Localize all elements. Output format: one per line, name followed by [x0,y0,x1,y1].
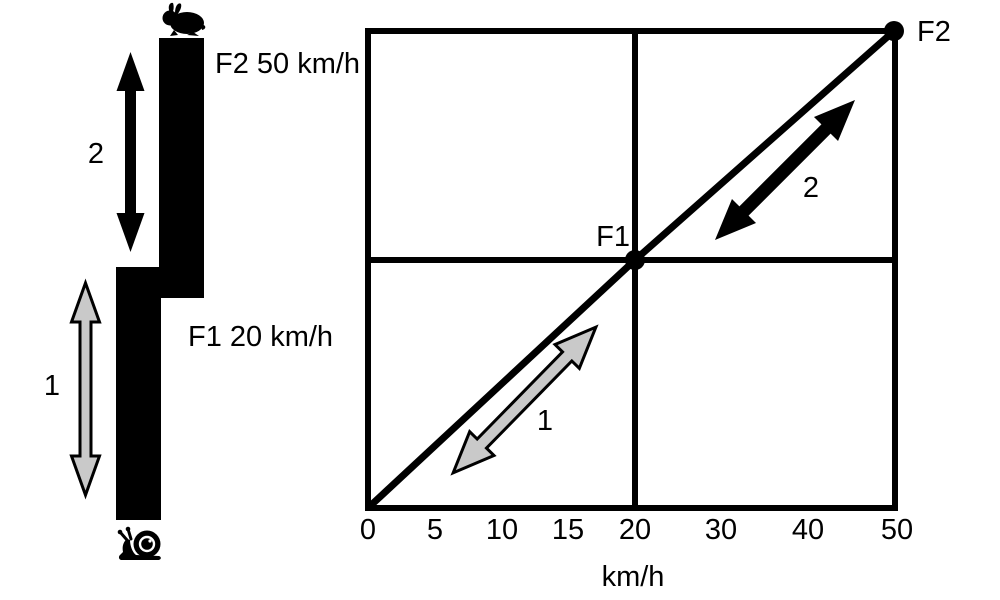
x-axis-tick-labels: 0 5 10 15 20 30 40 50 [360,514,913,546]
x-tick-50: 50 [881,514,913,546]
chart-range-1-label: 1 [537,405,553,437]
fader-diagram: F2 50 km/h F1 20 km/h 2 1 [44,2,360,560]
x-tick-40: 40 [792,514,824,546]
point-f2 [884,21,904,41]
fader-range-1-label: 1 [44,370,60,402]
fader-range-2-label: 2 [88,138,104,170]
fader-bar-upper [159,38,204,298]
fader-f1-speed-label: F1 20 km/h [188,321,333,353]
chart-border [365,28,898,511]
x-axis-unit-label: km/h [602,561,665,593]
chart-range-1-arrow [450,324,599,476]
point-f2-label: F2 [917,16,951,48]
x-tick-20: 20 [619,514,651,546]
speed-mapping-line [365,28,897,511]
point-f1-label: F1 [596,221,630,253]
fader-range-1-arrow [69,278,102,500]
x-tick-15: 15 [552,514,584,546]
x-tick-5: 5 [427,514,443,546]
fader-f2-speed-label: F2 50 km/h [215,48,360,80]
fader-range-2-arrow [116,52,145,252]
fader-bar-lower [116,267,161,520]
rabbit-icon [162,2,206,36]
speed-chart: F1 F2 1 2 0 5 10 15 20 30 40 50 km/h [360,16,951,593]
x-tick-10: 10 [486,514,518,546]
snail-icon [117,526,161,560]
x-tick-0: 0 [360,514,376,546]
chart-range-2-arrow [714,99,856,241]
chart-range-2-label: 2 [803,172,819,204]
x-tick-30: 30 [705,514,737,546]
point-f1 [625,250,645,270]
